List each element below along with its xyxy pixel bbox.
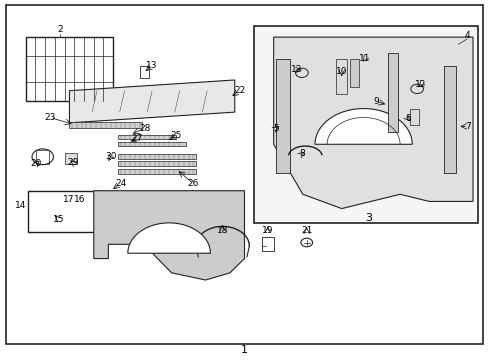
Polygon shape bbox=[94, 191, 244, 280]
Text: 23: 23 bbox=[44, 113, 56, 122]
Text: 9: 9 bbox=[372, 97, 378, 106]
Bar bbox=[36, 150, 49, 164]
Text: 3: 3 bbox=[364, 212, 371, 222]
Bar bbox=[443, 66, 455, 173]
Text: 29: 29 bbox=[67, 158, 79, 167]
Bar bbox=[64, 153, 77, 164]
Text: 30: 30 bbox=[105, 152, 116, 161]
Bar bbox=[254, 26, 477, 223]
Bar bbox=[350, 59, 359, 87]
Bar bbox=[335, 59, 346, 94]
Bar bbox=[261, 237, 273, 251]
Text: 1: 1 bbox=[241, 345, 247, 355]
Text: 16: 16 bbox=[74, 195, 86, 204]
Text: 10: 10 bbox=[335, 67, 347, 76]
Text: 4: 4 bbox=[464, 31, 469, 40]
Bar bbox=[69, 122, 142, 128]
Text: 14: 14 bbox=[15, 201, 26, 210]
Text: 18: 18 bbox=[216, 225, 228, 234]
Text: 8: 8 bbox=[298, 149, 304, 158]
Text: 15: 15 bbox=[53, 215, 64, 224]
Text: 7: 7 bbox=[465, 122, 470, 131]
Text: 25: 25 bbox=[170, 131, 182, 140]
Bar bbox=[387, 53, 397, 132]
Text: 26: 26 bbox=[187, 179, 199, 188]
Polygon shape bbox=[69, 80, 234, 123]
Polygon shape bbox=[127, 223, 210, 253]
Bar bbox=[118, 142, 186, 146]
Text: 11: 11 bbox=[359, 54, 370, 63]
Text: 21: 21 bbox=[301, 226, 312, 235]
Bar bbox=[409, 109, 418, 125]
Polygon shape bbox=[314, 109, 411, 144]
Text: 5: 5 bbox=[273, 124, 279, 133]
Polygon shape bbox=[273, 37, 472, 208]
Text: 2: 2 bbox=[57, 26, 62, 35]
Bar bbox=[118, 154, 196, 158]
Bar bbox=[28, 191, 103, 232]
Bar bbox=[140, 66, 148, 78]
Text: 12: 12 bbox=[291, 66, 302, 75]
Bar bbox=[118, 161, 196, 166]
Bar bbox=[26, 37, 113, 102]
Bar bbox=[118, 169, 196, 174]
Text: 13: 13 bbox=[146, 61, 158, 70]
Text: 12: 12 bbox=[414, 81, 426, 90]
Text: 17: 17 bbox=[62, 195, 74, 204]
Text: 19: 19 bbox=[262, 225, 273, 234]
Text: 28: 28 bbox=[139, 124, 150, 133]
Bar bbox=[118, 135, 176, 139]
Text: 27: 27 bbox=[132, 134, 143, 143]
Text: 24: 24 bbox=[115, 179, 126, 188]
Text: 6: 6 bbox=[404, 114, 410, 123]
Text: 20: 20 bbox=[31, 159, 42, 168]
Text: 22: 22 bbox=[234, 86, 245, 95]
Bar bbox=[276, 59, 289, 173]
